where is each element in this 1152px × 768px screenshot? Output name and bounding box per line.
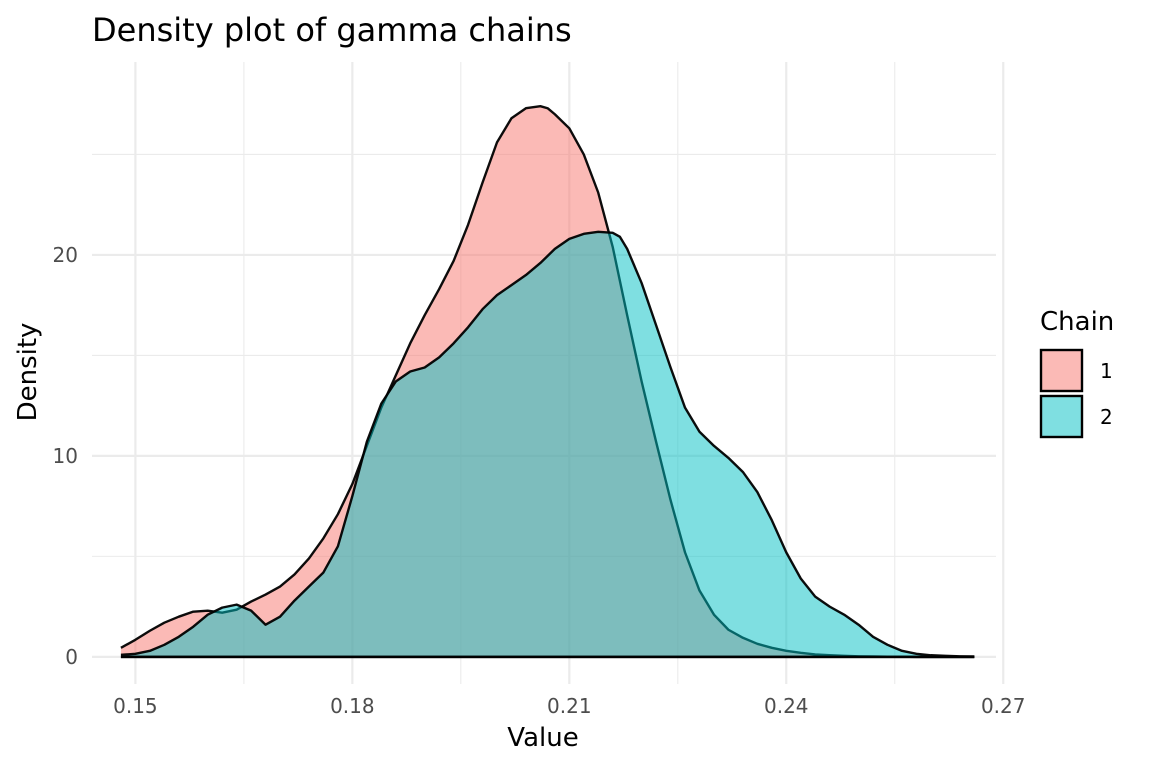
series-layer [120, 105, 975, 659]
chart-title: Density plot of gamma chains [92, 11, 572, 49]
y-tick-label: 0 [65, 645, 78, 669]
y-axis-label: Density [13, 323, 43, 422]
x-tick-label: 0.15 [113, 694, 158, 718]
y-tick-label: 10 [53, 444, 78, 468]
y-tick-label: 20 [53, 243, 78, 267]
x-tick-label: 0.27 [981, 694, 1026, 718]
legend-label-1: 1 [1100, 359, 1113, 383]
x-axis-label: Value [507, 723, 578, 753]
density-area-series-2 [120, 231, 975, 657]
legend-items: 12 [1039, 348, 1113, 439]
x-axis-ticks: 0.15 0.18 0.21 0.24 0.27 [113, 694, 1026, 718]
legend-swatch-1 [1039, 348, 1084, 393]
legend-title: Chain [1040, 307, 1114, 337]
density-line-series-2 [120, 230, 975, 658]
y-axis-ticks: 0 10 20 [53, 243, 78, 669]
x-tick-label: 0.18 [330, 694, 375, 718]
x-tick-label: 0.21 [547, 694, 592, 718]
legend: Chain 12 [1039, 307, 1114, 439]
x-tick-label: 0.24 [764, 694, 809, 718]
legend-swatch-2 [1039, 394, 1084, 439]
legend-label-2: 2 [1100, 405, 1113, 429]
